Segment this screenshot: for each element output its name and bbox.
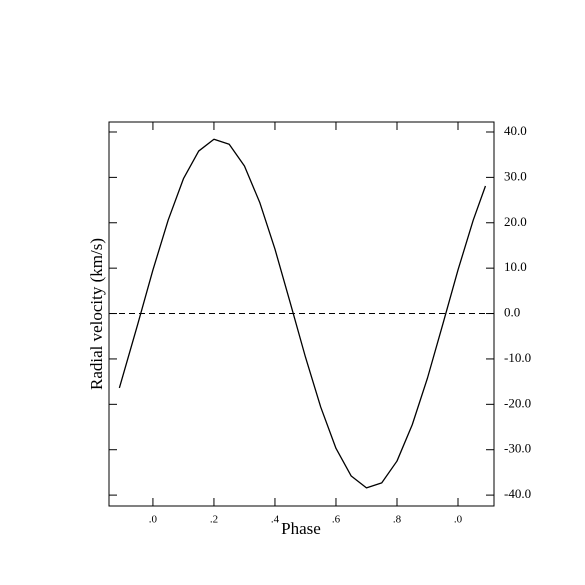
y-tick-label: 40.0: [504, 123, 527, 138]
y-tick-label: 30.0: [504, 168, 527, 183]
x-tick-label: .2: [210, 514, 218, 526]
y-tick-label: -40.0: [504, 486, 531, 501]
y-tick-label: 20.0: [504, 214, 527, 229]
y-tick-label: -20.0: [504, 395, 531, 410]
y-tick-label: 10.0: [504, 259, 527, 274]
y-tick-label: -10.0: [504, 350, 531, 365]
y-axis-label: Radial velocity (km/s): [87, 238, 106, 390]
x-axis-label: Phase: [281, 519, 321, 538]
velocity-curve: [118, 138, 487, 489]
x-tick-label: .0: [149, 514, 158, 526]
x-tick-label: .0: [454, 514, 463, 526]
y-tick-label: -30.0: [504, 441, 531, 456]
y-tick-label: 0.0: [504, 305, 520, 320]
x-tick-label: .8: [393, 514, 402, 526]
x-tick-label: .6: [332, 514, 341, 526]
x-tick-label: .4: [271, 514, 280, 526]
